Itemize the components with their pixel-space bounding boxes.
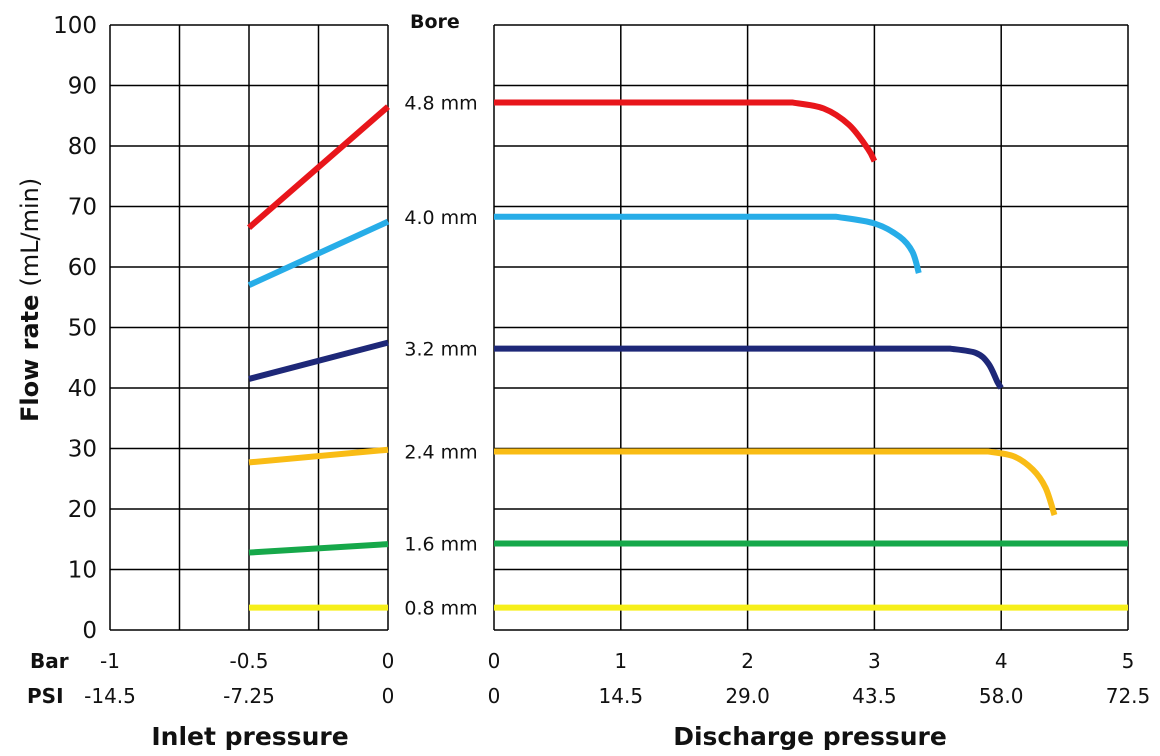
discharge-series-line bbox=[494, 345, 1004, 390]
y-tick-label: 50 bbox=[68, 316, 97, 342]
axis-labels: 0102030405060708090100-1-14.5-0.5-7.2500… bbox=[53, 13, 1150, 708]
bore-label-backing bbox=[393, 593, 489, 622]
y-tick-label: 70 bbox=[68, 195, 97, 221]
discharge-series-line bbox=[494, 99, 878, 163]
bore-header: Bore bbox=[410, 11, 460, 33]
y-tick-label: 20 bbox=[68, 497, 97, 523]
discharge-pressure-title: Discharge pressure bbox=[673, 722, 947, 751]
y-tick-label: 80 bbox=[68, 134, 97, 160]
inlet-series-line bbox=[247, 104, 390, 230]
y-axis-title-main: Flow rate bbox=[16, 295, 44, 422]
inlet-bar-tick-label: 0 bbox=[382, 649, 395, 673]
discharge-psi-tick-label: 29.0 bbox=[725, 684, 770, 708]
inlet-pressure-title: Inlet pressure bbox=[151, 722, 348, 751]
series-lines bbox=[247, 99, 1128, 611]
bore-label-backing bbox=[393, 334, 489, 363]
y-tick-label: 0 bbox=[82, 618, 97, 644]
discharge-psi-tick-label: 14.5 bbox=[599, 684, 644, 708]
discharge-bar-tick-label: 2 bbox=[741, 649, 754, 673]
inlet-psi-tick-label: -7.25 bbox=[223, 684, 275, 708]
bore-label-backing bbox=[393, 529, 489, 558]
bore-label: 2.4 mm bbox=[404, 442, 477, 464]
bore-label: 4.8 mm bbox=[404, 92, 477, 114]
bore-label: 0.8 mm bbox=[404, 598, 477, 620]
bore-label-backing bbox=[393, 88, 489, 117]
discharge-bar-tick-label: 5 bbox=[1122, 649, 1135, 673]
y-axis-title: Flow rate (mL/min) bbox=[16, 178, 44, 422]
bore-label-backing bbox=[393, 202, 489, 231]
inlet-series-line bbox=[248, 446, 389, 466]
discharge-psi-tick-label: 58.0 bbox=[979, 684, 1024, 708]
inlet-bar-tick-label: -1 bbox=[100, 649, 120, 673]
discharge-bar-tick-label: 4 bbox=[995, 649, 1008, 673]
discharge-bar-tick-label: 3 bbox=[868, 649, 881, 673]
y-tick-label: 30 bbox=[68, 437, 97, 463]
y-tick-label: 10 bbox=[68, 558, 97, 584]
inlet-series-line bbox=[248, 339, 389, 382]
grid bbox=[109, 24, 1129, 631]
y-tick-label: 60 bbox=[68, 255, 97, 281]
discharge-psi-tick-label: 72.5 bbox=[1106, 684, 1151, 708]
y-tick-label: 90 bbox=[68, 74, 97, 100]
inlet-psi-tick-label: 0 bbox=[382, 684, 395, 708]
bar-row-label: Bar bbox=[30, 649, 69, 673]
discharge-bar-tick-label: 1 bbox=[614, 649, 627, 673]
y-tick-label: 100 bbox=[53, 13, 97, 39]
bore-label: 1.6 mm bbox=[404, 533, 477, 555]
inlet-series-line bbox=[247, 218, 390, 288]
inlet-series-line bbox=[248, 541, 389, 556]
discharge-series-line bbox=[494, 213, 922, 274]
bore-label: 4.0 mm bbox=[404, 207, 477, 229]
inlet-bar-tick-label: -0.5 bbox=[229, 649, 268, 673]
bore-label: 3.2 mm bbox=[404, 339, 477, 361]
discharge-bar-tick-label: 0 bbox=[488, 649, 501, 673]
y-tick-label: 40 bbox=[68, 376, 97, 402]
discharge-psi-tick-label: 0 bbox=[488, 684, 501, 708]
bore-label-backing bbox=[393, 437, 489, 466]
psi-row-label: PSI bbox=[27, 684, 64, 708]
y-axis-title-unit: (mL/min) bbox=[16, 178, 44, 287]
discharge-series-line bbox=[494, 448, 1058, 516]
inlet-psi-tick-label: -14.5 bbox=[84, 684, 136, 708]
discharge-psi-tick-label: 43.5 bbox=[852, 684, 897, 708]
